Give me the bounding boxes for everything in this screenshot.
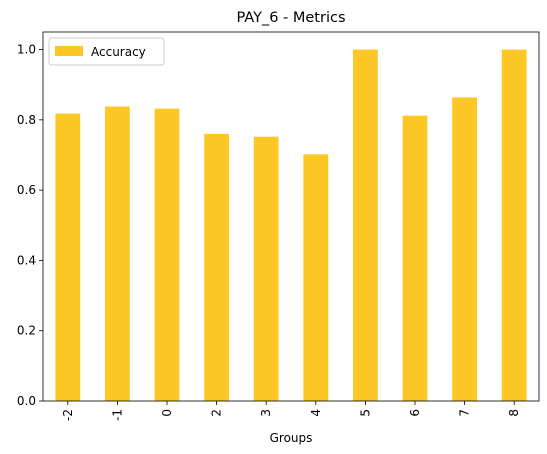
x-tick-label-5: 5 (358, 409, 372, 417)
y-tick-label-5: 1.0 (17, 43, 36, 57)
x-tick-label-3: 3 (259, 409, 273, 417)
x-tick-label-2: 2 (210, 409, 224, 417)
plot-frame (42, 31, 540, 402)
bar-2 (204, 133, 229, 401)
chart-title: PAY_6 - Metrics (236, 10, 345, 26)
bar-6 (402, 115, 428, 401)
y-tick-label-3: 0.6 (17, 183, 36, 197)
bar-7 (452, 97, 477, 401)
bar-5 (353, 49, 378, 401)
bar-3 (253, 136, 279, 401)
y-tick-label-2: 0.4 (17, 253, 36, 267)
x-tick-label-6: 6 (408, 409, 422, 417)
x-tick-label-8: 8 (507, 409, 521, 417)
x-tick-label--1: -1 (110, 409, 124, 421)
bar--2 (55, 113, 81, 401)
x-tick-label-4: 4 (309, 409, 323, 417)
bar--1 (105, 106, 130, 401)
legend-box (48, 37, 165, 66)
legend-swatch-accuracy (55, 46, 83, 56)
legend-label-accuracy: Accuracy (91, 45, 146, 59)
y-tick-label-4: 0.8 (17, 113, 36, 127)
bar-4 (303, 154, 329, 401)
y-tick-label-1: 0.2 (17, 324, 36, 338)
x-tick-label-0: 0 (160, 409, 174, 417)
bar-0 (154, 108, 180, 402)
y-tick-label-0: 0.0 (17, 394, 36, 408)
x-axis-label: Groups (270, 431, 313, 445)
bar-8 (501, 49, 527, 401)
x-tick-label-7: 7 (458, 409, 472, 417)
x-tick-label--2: -2 (61, 409, 75, 421)
